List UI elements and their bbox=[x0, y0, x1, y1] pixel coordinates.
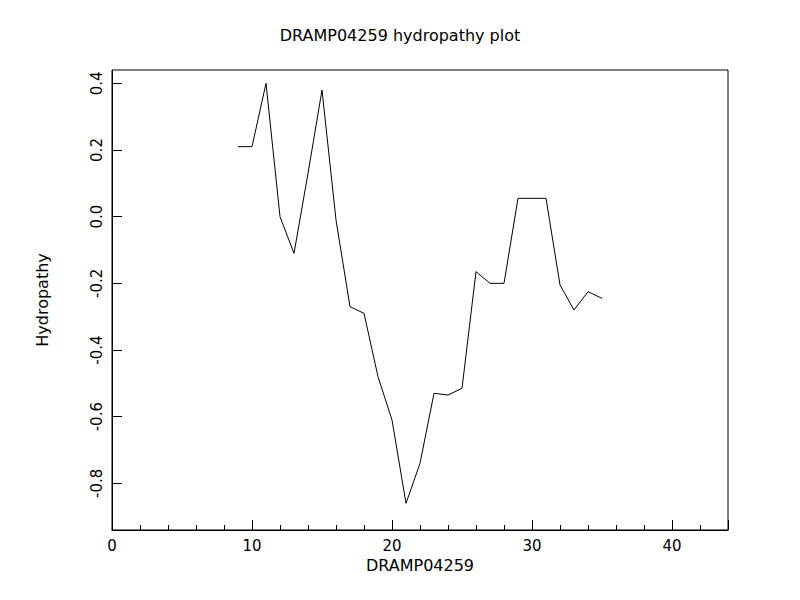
svg-text:-0.8: -0.8 bbox=[88, 469, 106, 498]
svg-text:30: 30 bbox=[522, 537, 541, 555]
svg-text:0.4: 0.4 bbox=[88, 71, 106, 95]
svg-text:Hydropathy: Hydropathy bbox=[33, 253, 52, 347]
svg-text:-0.4: -0.4 bbox=[88, 335, 106, 364]
svg-text:DRAMP04259 hydropathy plot: DRAMP04259 hydropathy plot bbox=[280, 26, 521, 45]
svg-text:-0.2: -0.2 bbox=[88, 269, 106, 298]
svg-text:DRAMP04259: DRAMP04259 bbox=[366, 556, 474, 575]
svg-text:0: 0 bbox=[107, 537, 117, 555]
svg-text:0.2: 0.2 bbox=[88, 138, 106, 162]
svg-text:10: 10 bbox=[242, 537, 261, 555]
svg-text:0.0: 0.0 bbox=[88, 205, 106, 229]
svg-text:-0.6: -0.6 bbox=[88, 402, 106, 431]
svg-text:40: 40 bbox=[662, 537, 681, 555]
svg-text:20: 20 bbox=[382, 537, 401, 555]
